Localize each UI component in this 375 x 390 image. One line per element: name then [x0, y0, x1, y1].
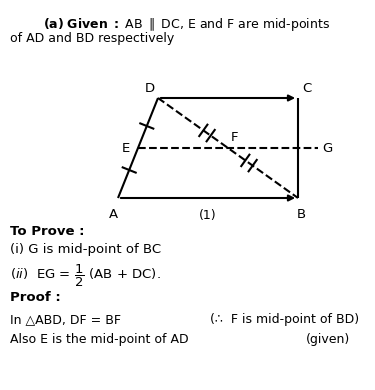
Text: B: B [296, 208, 306, 221]
Text: A: A [108, 208, 118, 221]
Text: $\mathbf{(a)}$ $\mathbf{Given\ :}$ AB $\parallel$ DC, E and F are mid-points: $\mathbf{(a)}$ $\mathbf{Given\ :}$ AB $\… [44, 16, 331, 33]
Text: of AD and BD respectively: of AD and BD respectively [10, 32, 174, 45]
Text: C: C [302, 82, 311, 95]
Text: D: D [145, 82, 155, 95]
Text: G: G [322, 142, 332, 154]
Text: (i) G is mid-point of BC: (i) G is mid-point of BC [10, 243, 161, 256]
Text: Proof :: Proof : [10, 291, 61, 304]
Text: In △ABD, DF = BF: In △ABD, DF = BF [10, 313, 121, 326]
Text: (∴  F is mid-point of BD): (∴ F is mid-point of BD) [210, 313, 359, 326]
Text: F: F [231, 131, 238, 144]
Text: $(ii)$  EG = $\dfrac{1}{2}$ (AB + DC).: $(ii)$ EG = $\dfrac{1}{2}$ (AB + DC). [10, 263, 161, 289]
Text: (given): (given) [306, 333, 350, 346]
Text: E: E [122, 142, 130, 154]
Text: Also E is the mid-point of AD: Also E is the mid-point of AD [10, 333, 189, 346]
Text: (1): (1) [199, 209, 217, 222]
Text: To Prove :: To Prove : [10, 225, 84, 238]
